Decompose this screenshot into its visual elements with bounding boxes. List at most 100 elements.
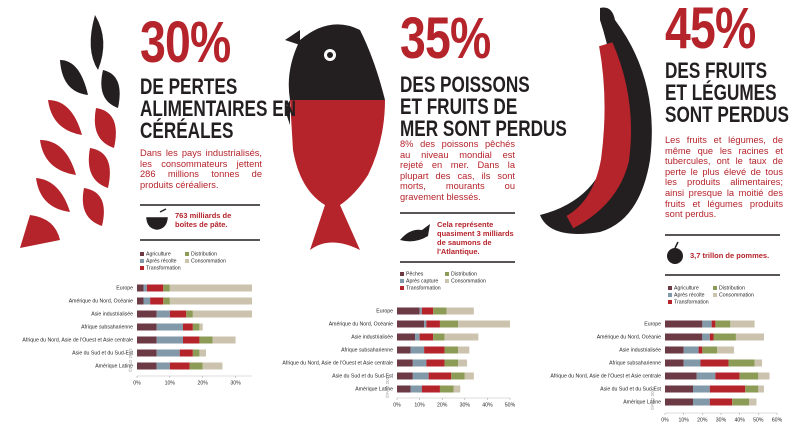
x-tick-label: 10% (678, 417, 689, 423)
x-tick-label: 10% (165, 380, 176, 386)
bar-segment (410, 346, 425, 354)
bar-segment (397, 307, 420, 315)
bar-segment (717, 346, 735, 354)
bar-segment (421, 385, 440, 393)
bar-segment (439, 320, 459, 328)
category-label: Afrique du Nord, Asie de l'Ouest et Asie… (282, 360, 393, 366)
headline-line: DES POISSONS (400, 72, 530, 97)
credit: ©FAO 2012 (128, 348, 133, 372)
bar-segment (711, 320, 716, 328)
headline-line: SONT PERDUS (665, 102, 789, 127)
bar-segment (156, 362, 170, 370)
bar-segment (137, 297, 144, 305)
legend-swatch (445, 279, 449, 283)
legend-swatch (400, 279, 404, 283)
bar-segment (451, 372, 465, 380)
headline-line: CÉRÉALES (140, 118, 234, 143)
bar-segment (458, 346, 470, 354)
bar-segment (192, 310, 252, 318)
bar-segment (183, 336, 200, 344)
bar-segment (758, 372, 770, 380)
legend-swatch (140, 259, 144, 263)
bar-segment (665, 385, 693, 393)
bar-segment (199, 349, 206, 357)
category-label: Asie du Sud et du Sud-Est (332, 373, 393, 379)
headline-line: ALIMENTAIRES EN (140, 96, 297, 121)
bar-segment (143, 297, 151, 305)
bar-segment (192, 349, 200, 357)
x-tick-label: 50% (505, 402, 516, 408)
bar-segment (156, 323, 183, 331)
x-tick-label: 20% (697, 417, 708, 423)
bar-segment (156, 336, 183, 344)
category-label: Asie du Sud et du Sud-Est (72, 350, 133, 356)
category-label: Amérique du Nord, Océanie (69, 298, 133, 304)
bar-segment (156, 349, 180, 357)
bar-segment (696, 372, 716, 380)
bar-segment (397, 320, 425, 328)
legend-label: Distribution (451, 271, 477, 277)
legend-label: Distribution (191, 251, 217, 257)
legend-swatch (140, 252, 144, 256)
bar-segment (397, 385, 411, 393)
bar-segment (137, 349, 157, 357)
fish-icon (285, 24, 385, 250)
paragraph: 8% des poissons pêchés au niveau mondial… (400, 139, 515, 202)
bar-segment (397, 359, 413, 367)
category-label: Afrique subsaharienne (609, 360, 661, 366)
legend-label: Pêches (406, 271, 424, 277)
bar-segment (754, 359, 763, 367)
bar-segment (199, 336, 213, 344)
bar-segment (163, 284, 170, 292)
bar-segment (749, 398, 757, 406)
bar-segment (730, 320, 755, 328)
bar-segment (397, 333, 416, 341)
legend-swatch (185, 252, 189, 256)
bar-segment (397, 346, 411, 354)
bar-segment (739, 372, 759, 380)
wheat-icon (20, 15, 120, 248)
bowl-icon (146, 208, 168, 230)
bar-segment (458, 359, 468, 367)
bar-segment (433, 307, 447, 315)
x-tick-label: 40% (482, 402, 493, 408)
bar-segment (419, 333, 434, 341)
bar-segment (464, 372, 474, 380)
bar-segment (702, 346, 718, 354)
callout: 3,7 trillon de pommes. (690, 251, 770, 260)
callout: Cela représente quasiment 3 milliards de… (437, 220, 514, 256)
bar-segment (163, 297, 170, 305)
bar-segment (424, 320, 427, 328)
bar-segment (444, 333, 479, 341)
legend-swatch (400, 286, 404, 290)
legend-label: Après récolte (146, 258, 177, 264)
x-tick-label: 0% (661, 417, 669, 423)
bar-segment (428, 372, 452, 380)
percent: 30% (140, 10, 231, 75)
bar-segment (665, 346, 684, 354)
bar-segment (412, 372, 429, 380)
category-label: Afrique subsaharienne (81, 324, 133, 330)
x-tick-label: 50% (753, 417, 764, 423)
bar-segment (415, 333, 420, 341)
apple-icon (667, 241, 683, 264)
bar-segment (179, 349, 193, 357)
category-label: Afrique du Nord, Asie de l'Ouest et Asie… (22, 337, 133, 343)
x-tick-label: 20% (198, 380, 209, 386)
bar-segment (665, 359, 684, 367)
bar-segment (702, 320, 712, 328)
category-label: Afrique du Nord, Asie de l'Ouest et Asie… (550, 373, 661, 379)
bar-segment (709, 333, 714, 341)
credit: ©FAO 2012 (385, 374, 390, 398)
legend-swatch (668, 300, 672, 304)
bar-segment (700, 359, 729, 367)
category-label: Europe (116, 285, 133, 291)
bar-segment (758, 385, 764, 393)
x-tick-label: 20% (437, 402, 448, 408)
category-label: Asie industrialisée (91, 311, 133, 317)
bar-segment (202, 362, 223, 370)
credit: ©FAO 2012 (650, 386, 655, 410)
bar-segment (713, 333, 736, 341)
x-tick-label: 0% (393, 402, 401, 408)
